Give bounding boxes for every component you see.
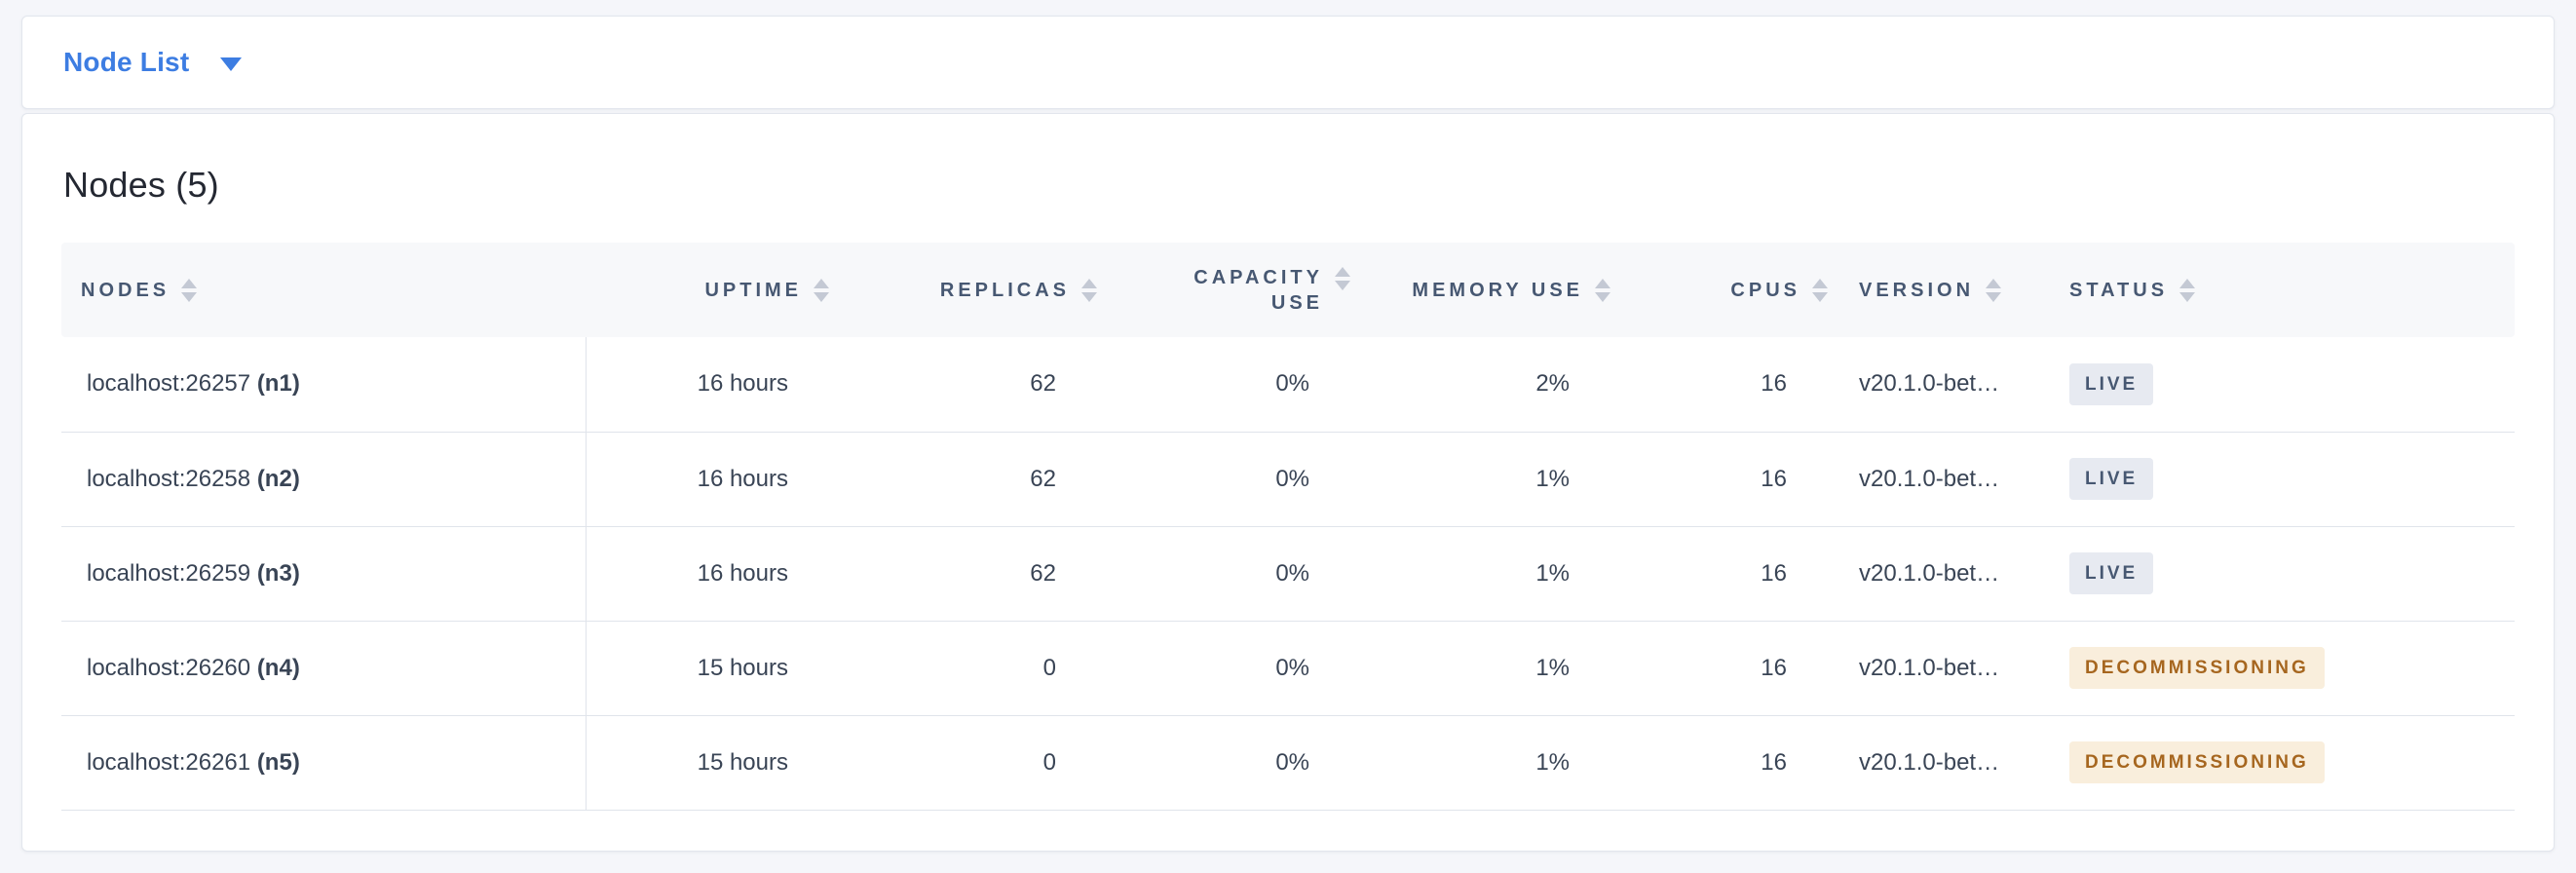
cell-cpus: 16 (1630, 715, 1847, 810)
column-label: CAPACITY USE (1193, 266, 1323, 314)
table-header-row: NODES UPTIME REPLICAS CAPACITY USE MEMORY USE… (61, 243, 2515, 337)
column-label: MEMORY USE (1412, 279, 1583, 301)
cell-replicas: 0 (849, 715, 1117, 810)
node-id: (n5) (256, 748, 300, 776)
cell-status: LIVE (2042, 337, 2515, 432)
table-row[interactable]: localhost:26260 (n4) 15 hours 0 0% 1% 16 v20.1… (61, 621, 2515, 715)
cell-capacity-use: 0% (1117, 432, 1370, 526)
column-header-memory-use[interactable]: MEMORY USE (1370, 243, 1630, 337)
node-address[interactable]: localhost:26257 (87, 370, 251, 398)
status-badge: DECOMMISSIONING (2069, 741, 2325, 783)
cell-memory-use: 1% (1370, 526, 1630, 621)
column-label: VERSION (1859, 279, 1975, 301)
cell-nodes[interactable]: localhost:26257 (n1) (61, 337, 587, 432)
table-row[interactable]: localhost:26259 (n3) 16 hours 62 0% 1% 16 v20.… (61, 526, 2515, 621)
node-address[interactable]: localhost:26260 (87, 654, 251, 681)
column-header-version[interactable]: VERSION (1847, 243, 2042, 337)
cell-uptime: 16 hours (586, 526, 849, 621)
column-label: REPLICAS (939, 279, 1070, 301)
cell-nodes[interactable]: localhost:26261 (n5) (61, 715, 587, 810)
cell-uptime: 15 hours (586, 715, 849, 810)
cell-nodes[interactable]: localhost:26259 (n3) (61, 526, 587, 621)
sort-icon[interactable] (1081, 278, 1097, 302)
status-badge: LIVE (2069, 552, 2154, 594)
cell-status: DECOMMISSIONING (2042, 621, 2515, 715)
sort-icon[interactable] (1595, 278, 1610, 302)
cell-version: v20.1.0-bet… (1847, 715, 2042, 810)
sort-icon[interactable] (1335, 266, 1350, 290)
node-id: (n1) (256, 370, 300, 398)
table-row[interactable]: localhost:26257 (n1) 16 hours 62 0% 2% 16 v20.… (61, 337, 2515, 432)
cell-cpus: 16 (1630, 526, 1847, 621)
cell-capacity-use: 0% (1117, 526, 1370, 621)
sort-icon[interactable] (1986, 278, 2002, 302)
sort-icon[interactable] (2179, 278, 2196, 302)
table-body: localhost:26257 (n1) 16 hours 62 0% 2% 16 v20.… (61, 337, 2515, 810)
sort-icon[interactable] (181, 278, 198, 302)
cell-uptime: 16 hours (586, 337, 849, 432)
caret-down-icon (220, 57, 243, 71)
column-header-status[interactable]: STATUS (2042, 243, 2515, 337)
sort-icon[interactable] (814, 278, 829, 302)
panel-title: Nodes (5) (63, 165, 219, 205)
cell-replicas: 62 (849, 526, 1117, 621)
cell-version: v20.1.0-bet… (1847, 337, 2042, 432)
column-header-uptime[interactable]: UPTIME (586, 243, 849, 337)
column-label: STATUS (2069, 279, 2169, 301)
node-id: (n4) (256, 654, 300, 681)
cell-status: DECOMMISSIONING (2042, 715, 2515, 810)
cell-capacity-use: 0% (1117, 621, 1370, 715)
node-address[interactable]: localhost:26259 (87, 559, 251, 587)
view-selector-label: Node List (63, 47, 190, 77)
cell-version: v20.1.0-bet… (1847, 526, 2042, 621)
cell-status: LIVE (2042, 526, 2515, 621)
cell-uptime: 16 hours (586, 432, 849, 526)
cell-nodes[interactable]: localhost:26258 (n2) (61, 432, 587, 526)
cell-memory-use: 1% (1370, 621, 1630, 715)
sort-icon[interactable] (1812, 278, 1828, 302)
nodes-panel: Nodes (5) NODES UPTIME REPLICAS CAPACITY USE… (21, 113, 2555, 852)
node-id: (n3) (256, 559, 300, 587)
table-row[interactable]: localhost:26261 (n5) 15 hours 0 0% 1% 16 v20.1… (61, 715, 2515, 810)
status-badge: DECOMMISSIONING (2069, 647, 2325, 689)
node-address[interactable]: localhost:26258 (87, 465, 251, 492)
column-header-capacity-use[interactable]: CAPACITY USE (1117, 243, 1370, 337)
cell-memory-use: 2% (1370, 337, 1630, 432)
cell-version: v20.1.0-bet… (1847, 432, 2042, 526)
cell-cpus: 16 (1630, 337, 1847, 432)
column-header-cpus[interactable]: CPUS (1630, 243, 1847, 337)
cell-cpus: 16 (1630, 621, 1847, 715)
cell-memory-use: 1% (1370, 432, 1630, 526)
nodes-table: NODES UPTIME REPLICAS CAPACITY USE MEMORY USE… (61, 243, 2515, 811)
cell-version: v20.1.0-bet… (1847, 621, 2042, 715)
table-row[interactable]: localhost:26258 (n2) 16 hours 62 0% 1% 16 v20.… (61, 432, 2515, 526)
node-id: (n2) (256, 465, 300, 492)
view-selector-bar: Node List (21, 16, 2555, 109)
column-label: CPUS (1730, 279, 1800, 301)
node-address[interactable]: localhost:26261 (87, 748, 251, 776)
cell-memory-use: 1% (1370, 715, 1630, 810)
cell-replicas: 0 (849, 621, 1117, 715)
cell-capacity-use: 0% (1117, 337, 1370, 432)
cell-capacity-use: 0% (1117, 715, 1370, 810)
column-label: NODES (81, 279, 170, 301)
cell-replicas: 62 (849, 432, 1117, 526)
cell-cpus: 16 (1630, 432, 1847, 526)
column-header-nodes[interactable]: NODES (61, 243, 586, 337)
status-badge: LIVE (2069, 458, 2154, 500)
view-selector-dropdown[interactable]: Node List (63, 47, 243, 78)
cell-status: LIVE (2042, 432, 2515, 526)
cell-replicas: 62 (849, 337, 1117, 432)
cell-uptime: 15 hours (586, 621, 849, 715)
column-header-replicas[interactable]: REPLICAS (849, 243, 1117, 337)
column-label: UPTIME (704, 279, 802, 301)
cell-nodes[interactable]: localhost:26260 (n4) (61, 621, 587, 715)
status-badge: LIVE (2069, 362, 2154, 405)
